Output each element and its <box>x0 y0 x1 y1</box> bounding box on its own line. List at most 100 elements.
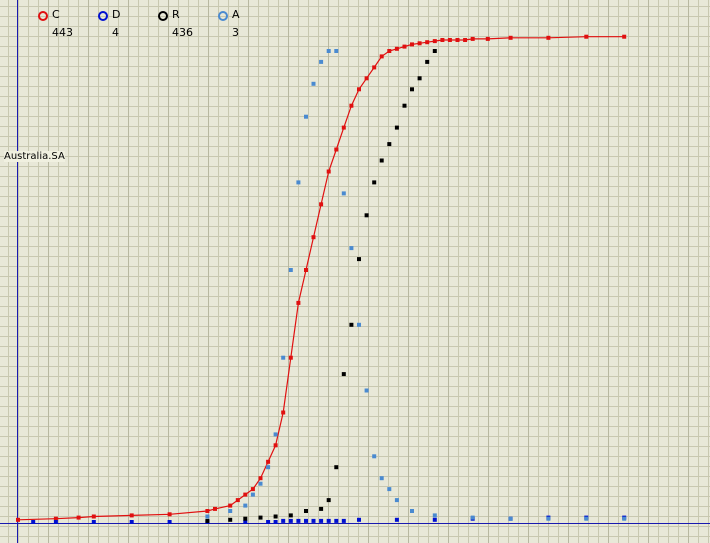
data-point-D <box>326 518 331 523</box>
data-point-R <box>357 257 361 262</box>
data-point-A <box>508 516 513 521</box>
legend-label: A <box>232 8 240 21</box>
data-point-C <box>319 202 324 207</box>
data-point-A <box>281 355 286 360</box>
data-point-A <box>470 515 475 520</box>
data-point-C <box>470 36 475 41</box>
data-point-R <box>258 515 263 520</box>
data-point-R <box>394 125 399 130</box>
data-point-A <box>304 114 308 119</box>
data-point-C <box>235 498 240 503</box>
data-point-R <box>341 372 346 377</box>
data-point-D <box>167 520 172 524</box>
legend-marker-icon <box>158 11 168 21</box>
data-point-D <box>129 520 134 524</box>
data-point-A <box>266 465 271 470</box>
data-point-D <box>266 520 271 524</box>
data-point-R <box>417 76 422 81</box>
data-point-A <box>410 509 414 513</box>
data-point-A <box>349 246 354 251</box>
data-point-C <box>16 517 20 522</box>
data-point-D <box>304 518 308 523</box>
data-point-C <box>311 235 316 240</box>
data-point-C <box>273 443 278 448</box>
legend-marker-icon <box>38 11 48 21</box>
data-point-A <box>372 454 377 459</box>
data-point-D <box>432 517 437 522</box>
data-point-C <box>402 44 407 49</box>
data-point-R <box>319 506 324 511</box>
data-point-R <box>304 509 308 513</box>
data-point-D <box>341 518 346 523</box>
data-point-C <box>364 76 369 81</box>
data-point-A <box>296 180 301 185</box>
data-point-A <box>228 509 233 513</box>
data-point-R <box>402 103 407 108</box>
data-point-R <box>432 49 437 53</box>
legend-label: C <box>52 8 60 21</box>
data-point-D <box>243 520 248 524</box>
data-point-R <box>410 87 414 92</box>
data-point-C <box>76 515 81 520</box>
data-point-C <box>417 41 422 46</box>
data-point-C <box>228 503 233 508</box>
data-point-C <box>250 487 255 492</box>
data-point-A <box>288 268 293 272</box>
data-point-C <box>432 39 437 44</box>
data-point-R <box>273 514 278 519</box>
data-point-C <box>622 34 627 39</box>
data-point-C <box>205 509 210 513</box>
data-point-C <box>584 34 589 39</box>
data-point-C <box>455 38 460 42</box>
data-point-A <box>334 49 339 53</box>
data-point-C <box>213 506 217 511</box>
data-point-A <box>432 513 437 518</box>
data-point-A <box>205 514 210 519</box>
data-point-D <box>91 520 96 524</box>
data-point-C <box>485 36 490 41</box>
data-point-C <box>334 147 339 152</box>
legend: C 443 D 4 R 436 A 3 <box>0 6 710 40</box>
data-point-R <box>228 517 233 522</box>
data-point-R <box>349 322 354 327</box>
data-point-C <box>357 87 361 92</box>
data-point-R <box>425 59 430 64</box>
data-point-R <box>334 465 339 470</box>
data-point-C <box>379 54 384 59</box>
data-point-D <box>357 517 361 522</box>
data-point-R <box>326 498 331 503</box>
data-point-A <box>319 59 324 64</box>
data-point-A <box>243 503 248 508</box>
data-point-C <box>387 49 392 53</box>
data-point-C <box>463 38 468 42</box>
data-point-C <box>91 514 96 519</box>
legend-count: 4 <box>112 26 119 39</box>
data-point-A <box>394 498 399 503</box>
data-point-C <box>281 410 286 415</box>
data-point-A <box>357 322 361 327</box>
data-point-D <box>281 518 286 523</box>
data-point-C <box>304 268 308 272</box>
data-point-C <box>372 65 377 70</box>
data-point-A <box>584 516 589 521</box>
data-point-C <box>53 516 58 521</box>
data-point-C <box>243 492 248 497</box>
legend-count: 3 <box>232 26 239 39</box>
data-point-A <box>379 476 384 481</box>
data-point-D <box>394 517 399 522</box>
data-point-C <box>546 35 551 40</box>
data-point-A <box>258 481 263 486</box>
data-point-R <box>379 158 384 163</box>
data-point-C <box>288 355 293 360</box>
data-point-C <box>296 300 301 305</box>
data-point-R <box>387 142 392 147</box>
legend-label: D <box>112 8 121 21</box>
data-point-A <box>387 487 392 492</box>
series-A <box>205 49 627 521</box>
legend-marker-icon <box>218 11 228 21</box>
data-point-R <box>364 213 369 218</box>
data-point-D <box>273 520 278 524</box>
data-point-D <box>319 518 324 523</box>
